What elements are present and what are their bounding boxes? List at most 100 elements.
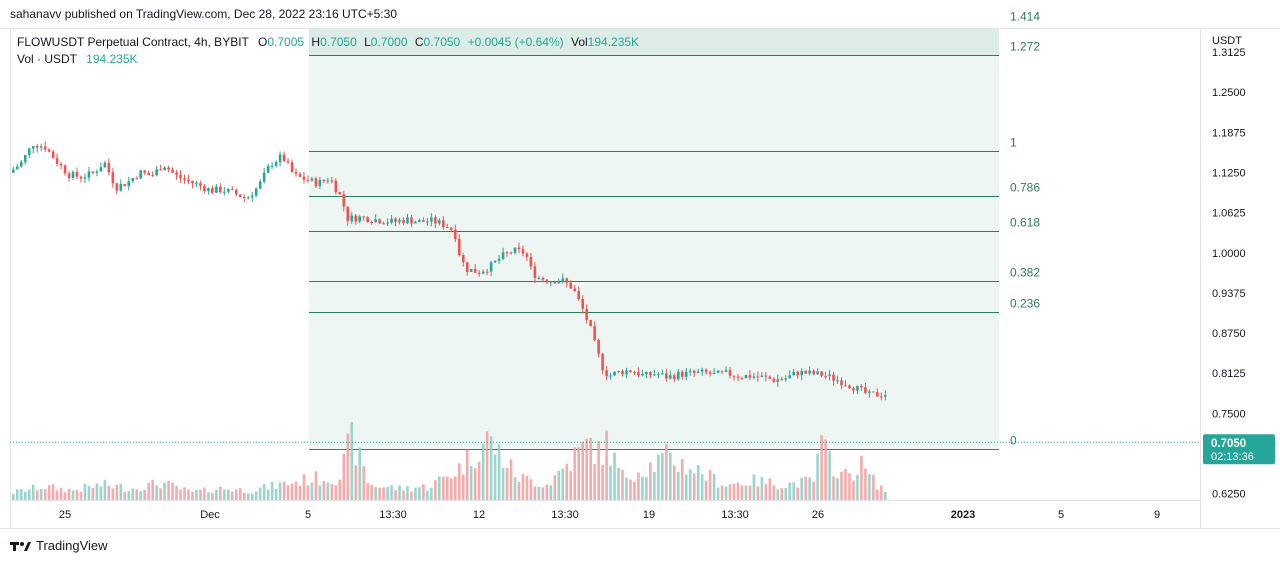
volume-bar [47, 484, 51, 500]
candle [569, 280, 573, 289]
volume-bar [27, 489, 31, 500]
candle-body [728, 370, 732, 376]
volume-bar [716, 487, 720, 500]
candle-body [557, 281, 561, 284]
candle-body [784, 378, 788, 380]
volume-bar [509, 459, 513, 500]
candle-body [581, 299, 584, 309]
volume-bar [370, 484, 373, 500]
fib-level-label: 1 [1010, 136, 1017, 150]
volume-bar [374, 487, 377, 500]
candle-body [163, 167, 166, 171]
candle-body [258, 181, 262, 189]
volume-bar [824, 439, 827, 500]
candle [585, 304, 588, 324]
volume-bar [442, 476, 445, 500]
volume-bar [179, 489, 182, 500]
volume-bar [521, 473, 525, 500]
candle [672, 373, 676, 383]
volume-bar [234, 489, 238, 500]
candle [143, 170, 146, 175]
volume-bar [864, 468, 867, 500]
volume-bar [840, 471, 843, 500]
volume-bar [621, 469, 624, 500]
candle [768, 375, 772, 380]
candle-body [605, 370, 608, 377]
candle-body [796, 371, 800, 376]
candle [43, 141, 47, 152]
fib-level-label: 0.618 [1010, 216, 1040, 230]
candle-body [856, 385, 859, 391]
candle-body [446, 226, 449, 228]
candle [736, 373, 740, 382]
volume-bar [776, 489, 780, 500]
candle [234, 188, 238, 197]
tradingview-logo-icon [10, 541, 31, 551]
candle-body [262, 172, 266, 182]
price-axis-unit: USDT [1212, 35, 1242, 47]
candle [645, 371, 648, 379]
volume-bar [744, 485, 748, 500]
volume-legend: Vol · USDT 194.235K [17, 52, 138, 66]
candle [199, 180, 202, 191]
volume-bar [876, 489, 879, 500]
candle [680, 370, 684, 381]
fib-level-label: 1.272 [1010, 40, 1040, 54]
candle [840, 377, 843, 390]
candle-body [147, 172, 150, 176]
candle [752, 372, 756, 380]
volume-bar [262, 483, 266, 500]
candle [322, 179, 326, 184]
candle-body [334, 180, 338, 193]
volume-bar [211, 493, 214, 500]
candle [406, 213, 409, 225]
candle [517, 242, 521, 254]
volume-bar [219, 486, 222, 500]
candle [450, 227, 453, 233]
volume-bar [493, 454, 497, 500]
candle-body [609, 375, 612, 377]
volume-bar [103, 479, 107, 500]
candle [111, 168, 115, 188]
publisher-text: sahanavv published on TradingView.com, D… [10, 7, 398, 21]
candle [852, 386, 855, 395]
candle-body [207, 188, 210, 192]
candle [258, 179, 262, 190]
tradingview-logo[interactable]: TradingView [10, 538, 108, 553]
price-tick-label: 0.7500 [1212, 408, 1246, 420]
candle-body [374, 219, 377, 223]
candle [820, 371, 823, 378]
candle [784, 374, 788, 383]
volume-bar [812, 481, 815, 500]
candle [836, 375, 839, 384]
volume-bar [820, 435, 823, 500]
candle-body [768, 376, 772, 379]
candle [155, 165, 158, 177]
candle [31, 145, 35, 154]
candle [812, 369, 815, 376]
candle-body [509, 252, 513, 254]
candle-body [680, 371, 684, 377]
candle-body [661, 373, 664, 375]
candle-body [832, 374, 835, 381]
candle-body [780, 379, 784, 381]
candle-body [688, 370, 692, 372]
candle-body [736, 376, 740, 378]
candle-body [354, 215, 358, 222]
candle [844, 380, 847, 387]
candle [107, 158, 111, 176]
candle-body [450, 227, 453, 230]
volume-bar [461, 474, 465, 500]
candle-body [501, 252, 505, 259]
candle-body [27, 148, 31, 156]
candle-body [621, 370, 624, 375]
candle-body [95, 171, 99, 173]
price-chart[interactable]: 1.414 1.272 1 0.786 0.618 0.382 0.236 0 USDT1.31… [0, 0, 1280, 530]
candle [223, 187, 226, 196]
volume-bar [366, 483, 369, 500]
volume-bar [83, 484, 87, 500]
candle [740, 376, 744, 381]
candle-body [792, 371, 796, 376]
candle [473, 263, 477, 273]
volume-bar [884, 492, 887, 500]
